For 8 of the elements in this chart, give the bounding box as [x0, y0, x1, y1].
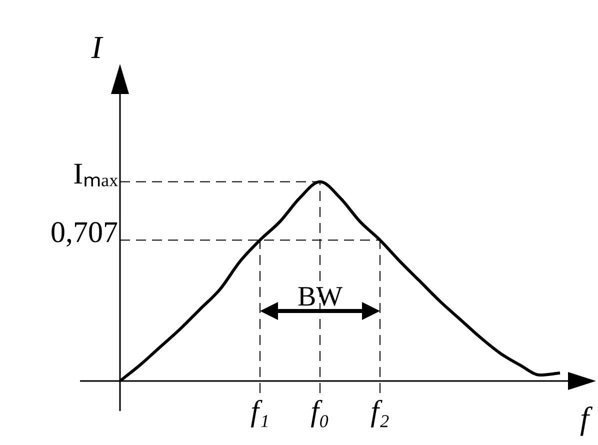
x-tick-label: f₂ — [370, 394, 390, 428]
ref-line-label: Iₘₐₓ — [73, 158, 118, 191]
x-axis-title: f — [580, 400, 593, 436]
x-tick-label: f₁ — [250, 394, 270, 428]
y-axis-title: I — [90, 29, 104, 65]
annotation: BW — [297, 281, 344, 312]
ref-line-label: 0,707 — [50, 216, 118, 249]
x-tick-label: f₀ — [310, 394, 330, 428]
